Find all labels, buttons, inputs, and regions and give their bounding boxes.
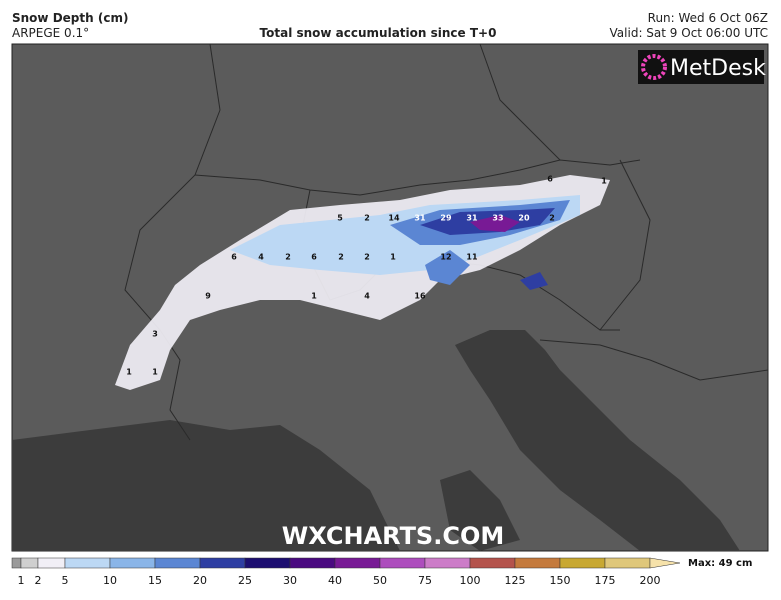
snow-depth-label: 29 <box>440 214 452 223</box>
colorbar-tick-label: 200 <box>640 574 661 587</box>
colorbar-tick-label: 15 <box>148 574 162 587</box>
colorbar-tick-label: 50 <box>373 574 387 587</box>
colorbar-tick-label: 40 <box>328 574 342 587</box>
colorbar-segment <box>469 557 516 569</box>
snow-depth-label: 6 <box>547 175 553 184</box>
sea <box>440 470 520 551</box>
run-time: Run: Wed 6 Oct 06Z <box>648 11 768 25</box>
snow-depth-label: 6 <box>311 253 317 262</box>
max-value: Max: 49 cm <box>688 558 752 569</box>
colorbar-tick-label: 10 <box>103 574 117 587</box>
colorbar-segment <box>154 557 201 569</box>
colorbar-tick-label: 2 <box>35 574 42 587</box>
colorbar-segment <box>604 557 651 569</box>
colorbar-segment <box>37 557 66 569</box>
colorbar-segment <box>334 557 381 569</box>
colorbar: 1 2 5 10 15 20 25 30 40 50 75 100 125 150 175 200 <box>11 557 681 587</box>
colorbar-tick-label: 125 <box>505 574 526 587</box>
snow-depth-label: 9 <box>205 292 211 301</box>
colorbar-tick-label: 100 <box>460 574 481 587</box>
snow-depth-label: 31 <box>466 214 478 223</box>
snow-depth-label: 20 <box>518 214 530 223</box>
colorbar-tick-label: 5 <box>62 574 69 587</box>
snow-cover <box>115 175 610 390</box>
colorbar-tick-label: 30 <box>283 574 297 587</box>
snow-depth-label: 4 <box>364 292 370 301</box>
subtitle: Total snow accumulation since T+0 <box>260 26 497 40</box>
colorbar-arrow <box>649 557 681 569</box>
snow-depth-label: 2 <box>364 253 370 262</box>
sea <box>12 420 400 551</box>
snow-depth-label: 2 <box>338 253 344 262</box>
snow-depth-label: 3 <box>152 330 158 339</box>
snow-depth-label: 1 <box>311 292 317 301</box>
snow-depth-label: 1 <box>126 368 132 377</box>
colorbar-tick-label: 25 <box>238 574 252 587</box>
snow-depth-label: 1 <box>390 253 396 262</box>
snow-depth-label: 11 <box>466 253 478 262</box>
snow-depth-label: 6 <box>231 253 237 262</box>
colorbar-tick-label: 150 <box>550 574 571 587</box>
logo: MetDesk <box>670 56 766 81</box>
colorbar-tick-label: 175 <box>595 574 616 587</box>
colorbar-segment <box>64 557 111 569</box>
snow-depth-label: 2 <box>549 214 555 223</box>
colorbar-segment <box>289 557 336 569</box>
logo-icon <box>641 54 667 80</box>
colorbar-segment <box>199 557 246 569</box>
snow-depth-label: 2 <box>364 214 370 223</box>
model: ARPEGE 0.1° <box>12 26 89 40</box>
snow-depth-label: 33 <box>492 214 503 223</box>
borders <box>124 43 769 441</box>
snow-depth-label: 1 <box>601 177 607 186</box>
title: Snow Depth (cm) <box>12 11 128 25</box>
snow-depth-label: 4 <box>258 253 264 262</box>
snow-depth-label: 5 <box>337 214 343 223</box>
snow-depth-label: 2 <box>285 253 291 262</box>
snow-depth-label: 12 <box>440 253 451 262</box>
colorbar-segment <box>244 557 291 569</box>
colorbar-segment <box>424 557 471 569</box>
colorbar-segment <box>559 557 606 569</box>
colorbar-segment <box>514 557 561 569</box>
colorbar-segment <box>11 557 22 569</box>
colorbar-segment <box>379 557 426 569</box>
valid-time: Valid: Sat 9 Oct 06:00 UTC <box>610 26 768 40</box>
sea <box>455 330 740 551</box>
colorbar-segment <box>109 557 156 569</box>
watermark: WXCHARTS.COM <box>282 522 504 550</box>
snow-depth-label: 1 <box>152 368 158 377</box>
snow-depth-label: 31 <box>414 214 426 223</box>
snow-depth-label: 14 <box>388 214 400 223</box>
colorbar-tick-label: 1 <box>18 574 25 587</box>
colorbar-tick-label: 20 <box>193 574 207 587</box>
colorbar-segment <box>20 557 39 569</box>
colorbar-tick-label: 75 <box>418 574 432 587</box>
snow-depth-label: 16 <box>414 292 426 301</box>
